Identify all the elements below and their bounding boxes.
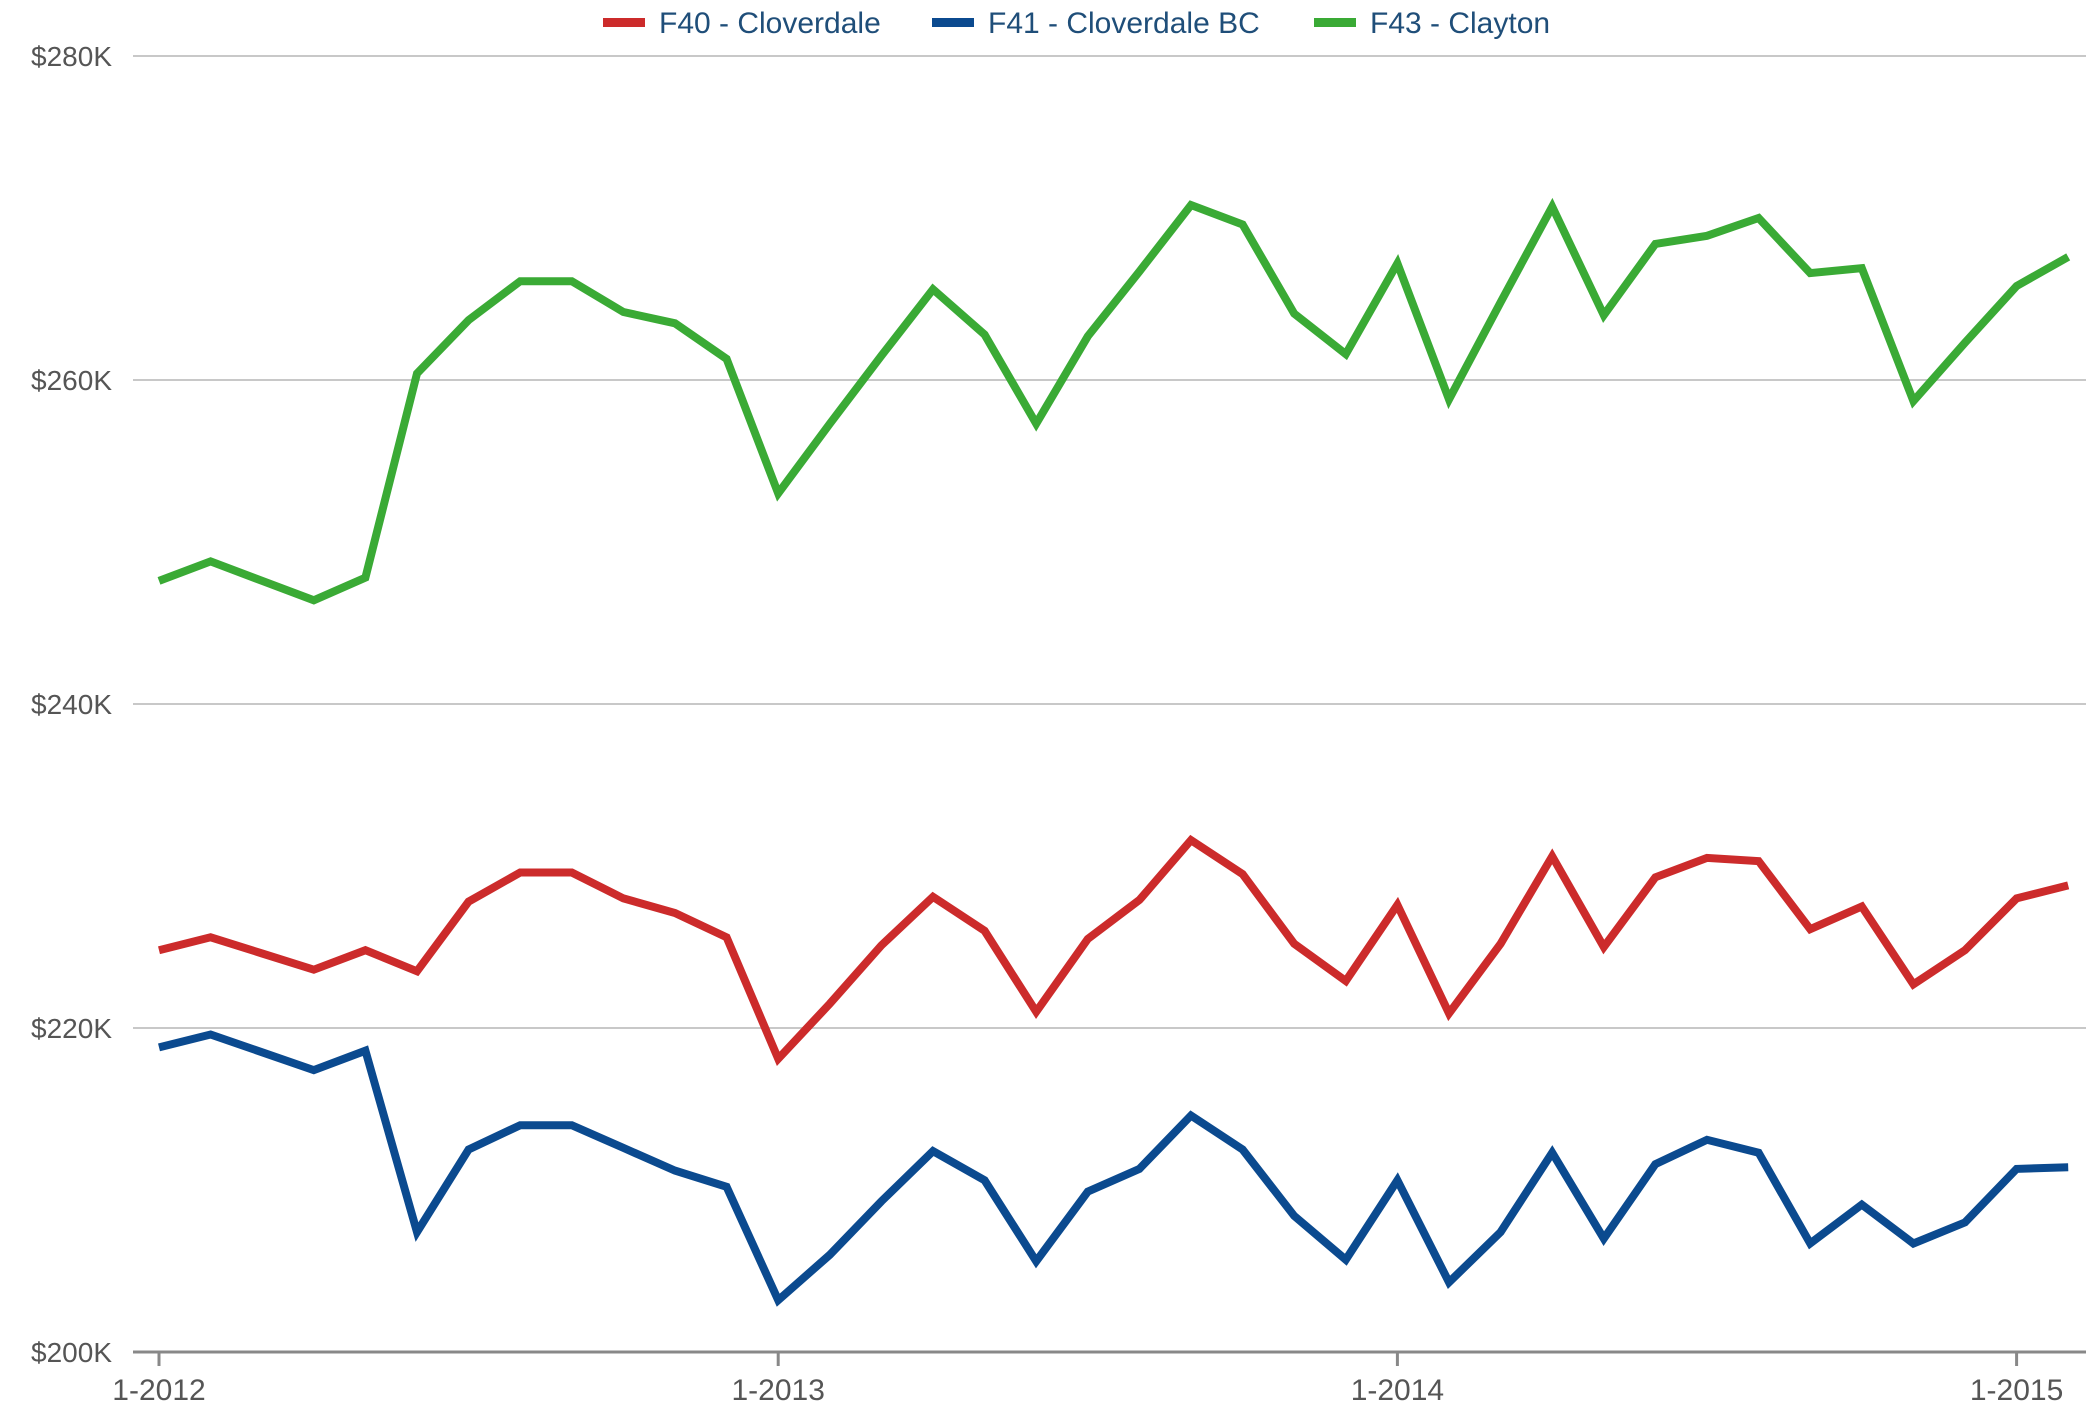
legend-swatch xyxy=(603,18,645,27)
legend-swatch xyxy=(1314,18,1356,27)
legend-label: F40 - Cloverdale xyxy=(659,7,881,40)
y-tick-label: $280K xyxy=(31,41,112,72)
x-tick-label: 1-2013 xyxy=(731,1374,824,1407)
x-tick-label: 1-2014 xyxy=(1351,1374,1444,1407)
x-tick-label: 1-2015 xyxy=(1970,1374,2063,1407)
series-line-1 xyxy=(158,1030,2069,1307)
x-axis xyxy=(133,1350,2086,1366)
legend-label: F43 - Clayton xyxy=(1370,7,1550,40)
y-tick-label: $240K xyxy=(31,689,112,720)
legend-label: F41 - Cloverdale BC xyxy=(988,7,1260,40)
series-lines xyxy=(157,197,2071,1307)
y-axis-tick-labels: $200K $220K $240K $260K $280K xyxy=(31,41,112,1368)
x-tick-label: 1-2012 xyxy=(112,1374,205,1407)
series-line-0 xyxy=(158,834,2070,1067)
y-tick-label: $260K xyxy=(31,365,112,396)
y-tick-label: $200K xyxy=(31,1337,112,1368)
y-tick-label: $220K xyxy=(31,1013,112,1044)
series-line-2 xyxy=(157,197,2071,605)
x-axis-tick-labels: 1-2012 1-2013 1-2014 1-2015 xyxy=(112,1374,2063,1407)
legend: F40 - Cloverdale F41 - Cloverdale BC F43 -… xyxy=(603,7,1550,40)
legend-swatch xyxy=(932,18,974,27)
gridlines xyxy=(133,55,2086,1029)
